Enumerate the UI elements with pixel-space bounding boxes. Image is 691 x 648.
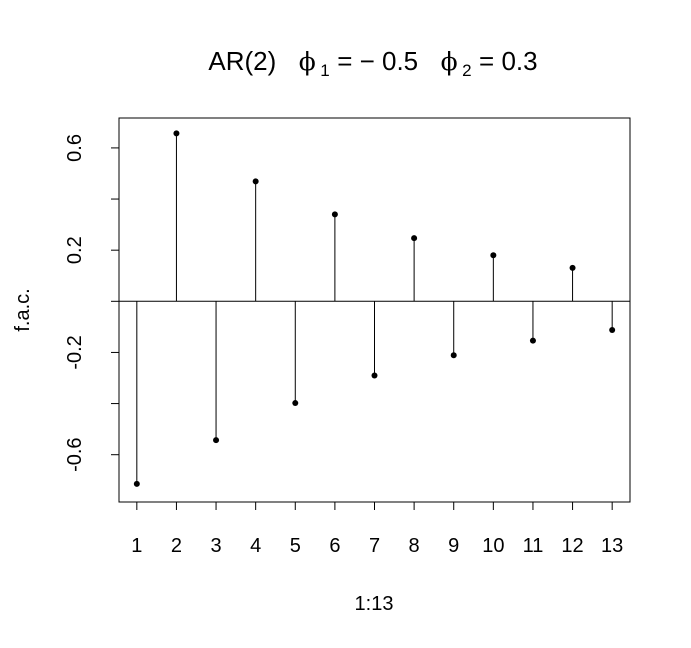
x-tick-label: 2 xyxy=(171,535,182,557)
acf-point xyxy=(609,326,616,333)
acf-point xyxy=(490,252,497,259)
y-axis-label: f.a.c. xyxy=(12,288,34,331)
title-phi1-symbol: ϕ xyxy=(299,47,316,76)
acf-point xyxy=(450,352,457,359)
title-phi2-subscript: 2 xyxy=(462,61,471,80)
x-tick-label: 12 xyxy=(561,535,583,557)
acf-point xyxy=(411,235,418,242)
x-tick-label: 5 xyxy=(290,535,301,557)
acf-point xyxy=(133,480,140,487)
x-tick-label: 4 xyxy=(250,535,261,557)
x-tick-label: 6 xyxy=(329,535,340,557)
acf-point xyxy=(213,437,220,444)
title-model: AR(2) xyxy=(208,46,276,76)
x-tick-label: 7 xyxy=(369,535,380,557)
acf-point xyxy=(529,337,536,344)
title-phi2-symbol: ϕ xyxy=(441,47,458,76)
acf-point xyxy=(331,211,338,218)
y-axis: -0.6 -0.2 0.2 0.6 xyxy=(64,134,119,472)
acf-point xyxy=(252,178,259,185)
stem-marks xyxy=(119,130,630,487)
y-tick-label: -0.2 xyxy=(64,335,86,369)
title-phi2-value: = 0.3 xyxy=(479,46,538,76)
acf-point xyxy=(173,130,180,137)
x-tick-label: 8 xyxy=(409,535,420,557)
x-tick-label: 9 xyxy=(448,535,459,557)
title-phi1-subscript: 1 xyxy=(320,61,329,80)
x-tick-label: 10 xyxy=(482,535,504,557)
x-axis-label: 1:13 xyxy=(355,593,394,615)
x-tick-label: 3 xyxy=(210,535,221,557)
chart-title: AR(2) ϕ 1 = − 0.5 ϕ 2 = 0.3 xyxy=(208,46,537,80)
y-tick-label: 0.2 xyxy=(64,236,86,264)
x-axis: 1 2 3 4 5 6 7 8 9 10 11 12 13 xyxy=(131,502,623,557)
x-tick-label: 1 xyxy=(131,535,142,557)
x-tick-label: 11 xyxy=(523,535,544,557)
acf-point xyxy=(371,372,378,379)
acf-point xyxy=(292,400,299,407)
x-tick-label: 13 xyxy=(601,535,623,557)
y-tick-label: -0.6 xyxy=(64,437,86,471)
y-tick-label: 0.6 xyxy=(64,134,86,162)
acf-point xyxy=(569,264,576,271)
title-phi1-value: = − 0.5 xyxy=(337,46,418,76)
